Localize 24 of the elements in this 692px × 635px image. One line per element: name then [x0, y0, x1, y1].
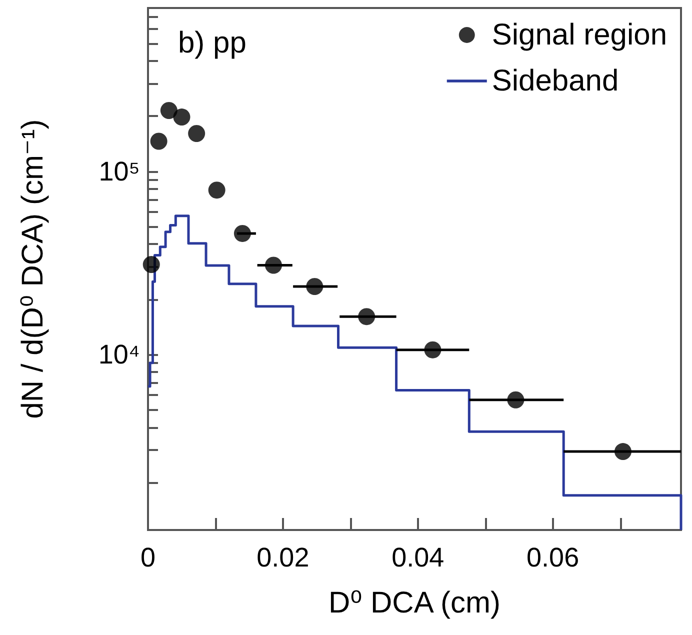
point — [265, 256, 282, 274]
point — [188, 124, 206, 142]
point — [234, 224, 251, 242]
point — [173, 108, 190, 126]
y-tick-label: 10⁴ — [98, 339, 140, 370]
x-tick-label: 0 — [140, 542, 156, 572]
point — [358, 308, 376, 326]
x-axis-title: D⁰ DCA (cm) — [328, 586, 501, 620]
x-tick-label: 0.02 — [256, 542, 310, 572]
point — [424, 341, 442, 358]
point — [142, 256, 160, 273]
y-axis-title: dN / d(D⁰ DCA) (cm⁻¹) — [16, 119, 50, 419]
x-tick-label: 0.04 — [392, 542, 444, 572]
point — [150, 132, 168, 150]
point — [160, 102, 178, 119]
point — [507, 391, 524, 408]
legend-label: Signal region — [492, 18, 668, 52]
x-tick-label: 0.06 — [526, 542, 580, 572]
annotation: b) pp — [178, 26, 246, 60]
point — [306, 278, 324, 296]
legend-label: Sideband — [492, 64, 619, 98]
y-tick-label: 10⁵ — [98, 156, 140, 186]
point — [208, 182, 226, 199]
point — [614, 443, 632, 460]
